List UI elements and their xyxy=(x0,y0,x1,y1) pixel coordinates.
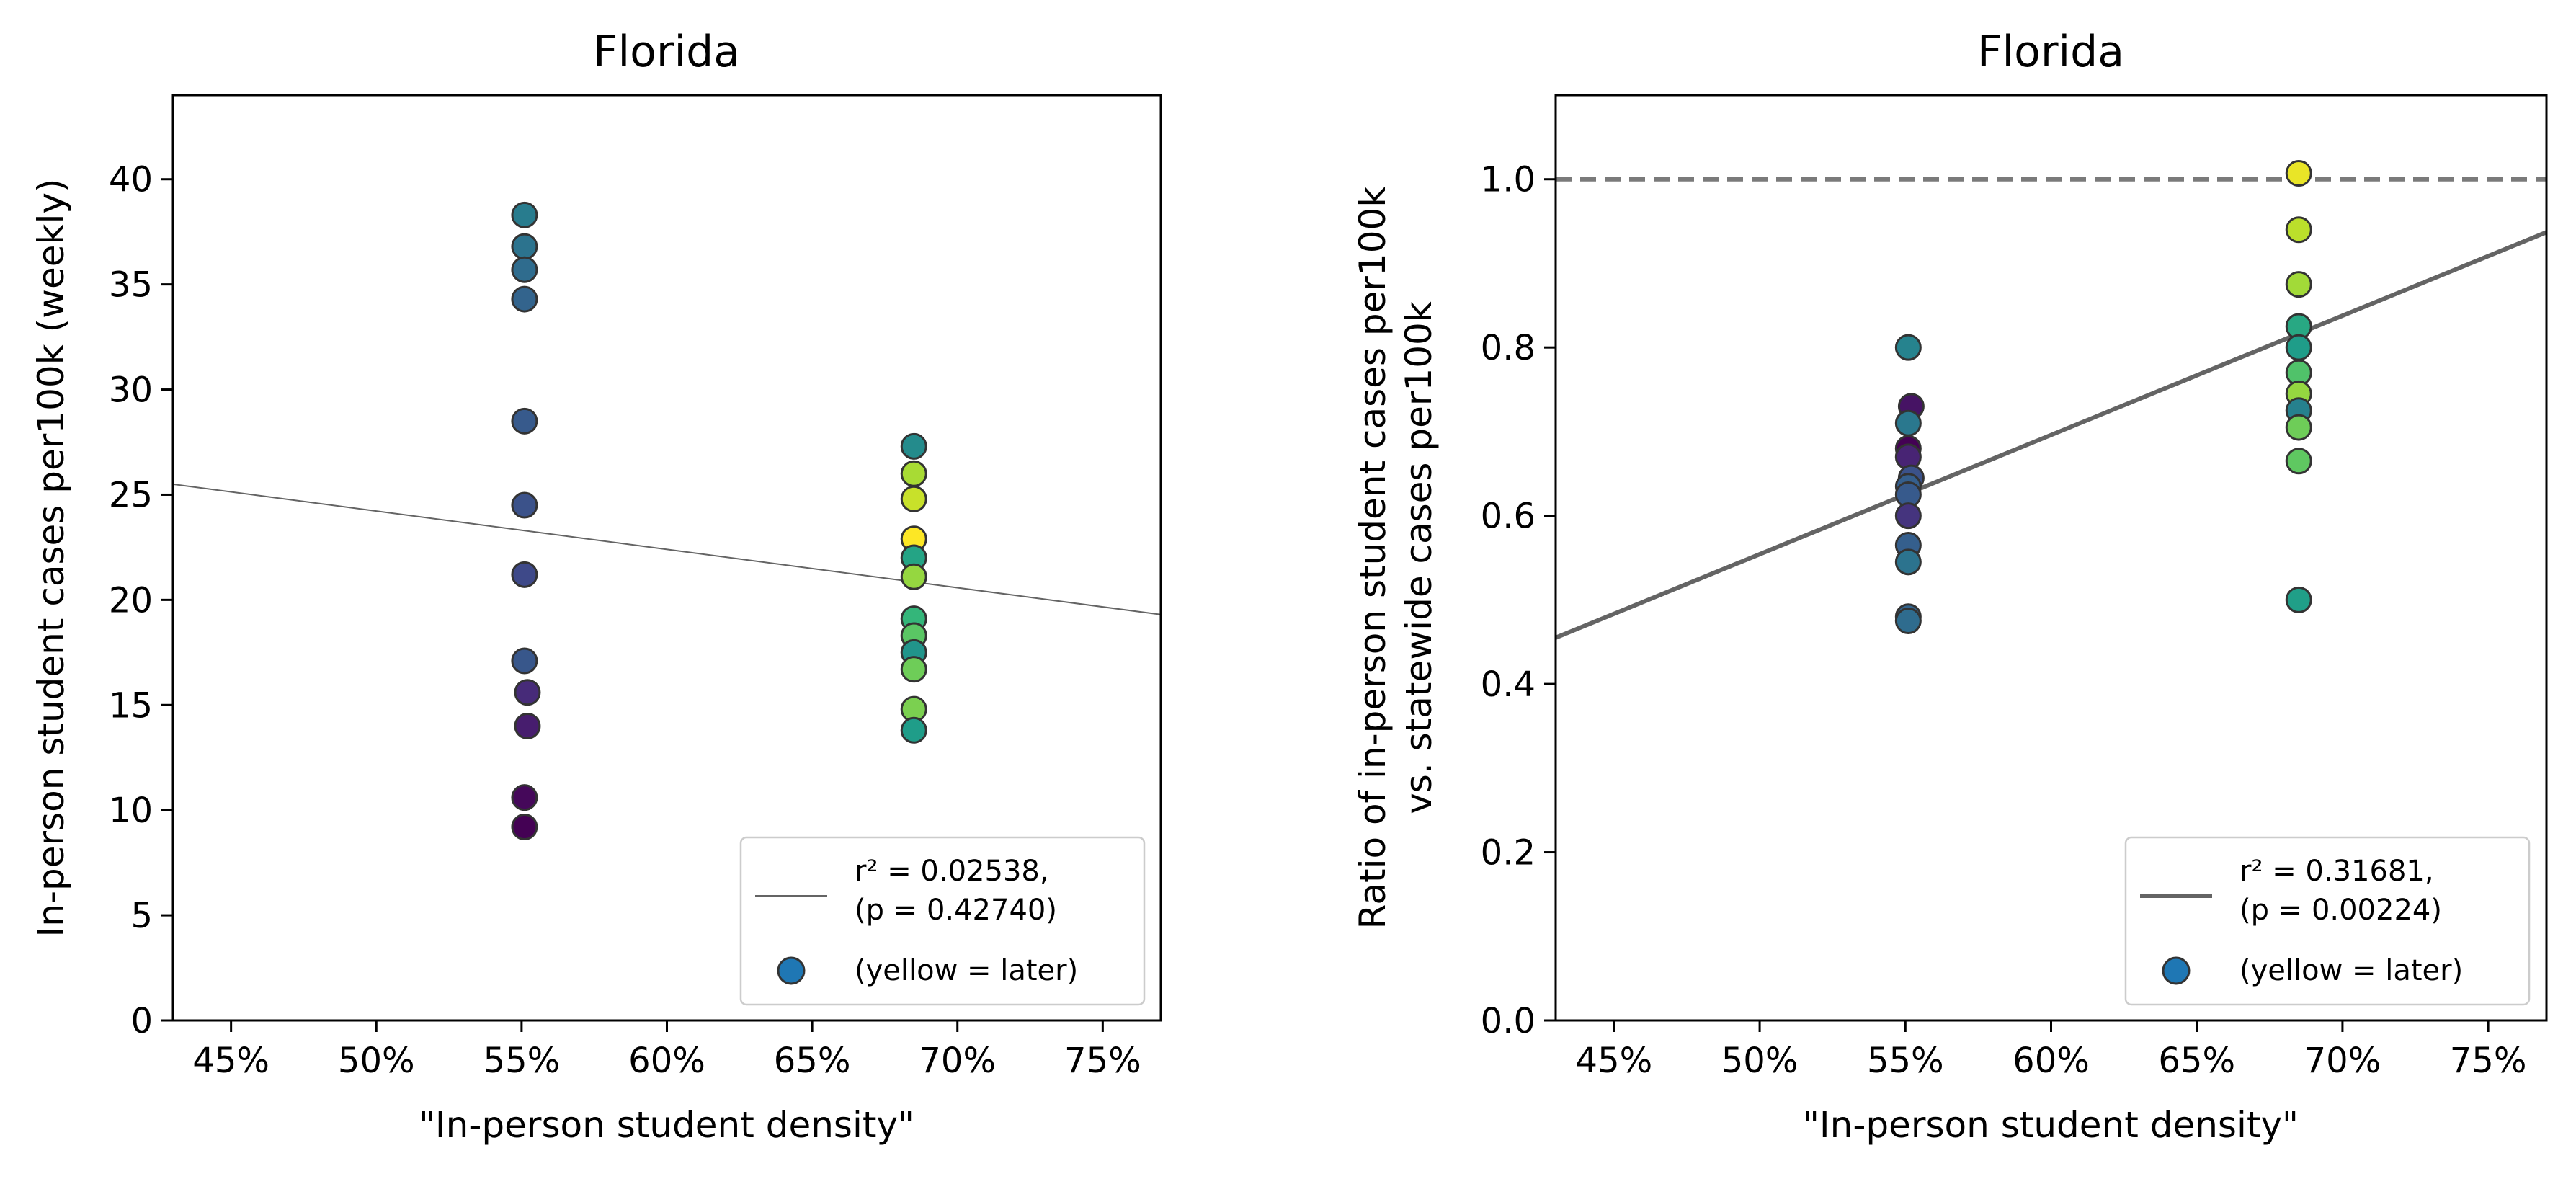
chart-right-title: Florida xyxy=(1977,27,2124,77)
chart-left-plot xyxy=(173,201,1161,841)
chart-left-point-8 xyxy=(514,679,541,706)
chart-right-ytick-label-5: 1.0 xyxy=(1481,160,1536,200)
chart-left-xtick-label-2: 55% xyxy=(483,1041,561,1081)
chart-right-ylabel-line1: Ratio of in-person student cases per100k xyxy=(1352,187,1394,930)
chart-left-point-14 xyxy=(900,485,927,512)
chart-left-ylabel: In-person student cases per100k (weekly) xyxy=(30,179,72,938)
chart-right-legend-line-label-2: (p = 0.00224) xyxy=(2239,894,2442,927)
chart-right-xtick-label-0: 45% xyxy=(1576,1041,1653,1081)
chart-left-xticks: 45% 50% 55% 60% 65% 70% 75% xyxy=(192,1020,1141,1081)
chart-left-point-12 xyxy=(900,432,927,460)
chart-left-title: Florida xyxy=(593,27,740,77)
chart-right-yticks: 0.0 0.2 0.4 0.6 0.8 1.0 xyxy=(1481,160,1556,1041)
chart-left-point-13 xyxy=(900,460,927,487)
chart-left-point-23 xyxy=(900,716,927,744)
chart-left: Florida 45% 50% 55% 60% 65% 70% 75% 0 5 10 15 20 25… xyxy=(30,27,1162,1146)
chart-left-legend-box xyxy=(739,836,1146,1006)
chart-right-legend-box xyxy=(2124,836,2531,1006)
chart-right-legend-marker-label: (yellow = later) xyxy=(2239,954,2463,987)
chart-right-point-15 xyxy=(2285,271,2312,298)
chart-left-point-0 xyxy=(511,201,538,228)
chart-left-legend: r² = 0.02538, (p = 0.42740) (yellow = la… xyxy=(739,836,1146,1006)
chart-left-xtick-label-0: 45% xyxy=(192,1041,269,1081)
chart-right-ylabel-line2: vs. statewide cases per100k xyxy=(1398,301,1440,814)
chart-right-point-2 xyxy=(1894,409,1922,437)
chart-right-point-17 xyxy=(2285,334,2312,361)
chart-right-ytick-label-4: 0.8 xyxy=(1481,328,1536,368)
chart-right-legend-line-label-1: r² = 0.31681, xyxy=(2239,855,2434,888)
chart-left-yticks: 0 5 10 15 20 25 30 35 40 xyxy=(109,160,173,1041)
chart-right-point-0 xyxy=(1894,334,1922,361)
chart-right-xlabel: "In-person student density" xyxy=(1803,1104,2299,1146)
chart-right-xtick-label-3: 60% xyxy=(2013,1041,2090,1081)
chart-right-point-13 xyxy=(2285,160,2312,187)
chart-left-point-9 xyxy=(514,712,541,739)
chart-left-point-1 xyxy=(511,233,538,260)
chart-left-ytick-label-2: 10 xyxy=(109,791,153,831)
chart-left-xtick-label-3: 60% xyxy=(628,1041,705,1081)
chart-right-legend-marker-swatch xyxy=(2162,956,2191,985)
chart-left-xlabel: "In-person student density" xyxy=(419,1104,914,1146)
chart-left-point-4 xyxy=(511,407,538,435)
chart-right-xticks: 45% 50% 55% 60% 65% 70% 75% xyxy=(1576,1020,2527,1081)
chart-right-xtick-label-4: 65% xyxy=(2158,1041,2235,1081)
chart-right-point-14 xyxy=(2285,216,2312,244)
chart-left-point-17 xyxy=(900,563,927,590)
chart-left-point-6 xyxy=(511,561,538,588)
chart-left-point-7 xyxy=(511,647,538,675)
chart-left-xtick-label-6: 75% xyxy=(1064,1041,1141,1081)
chart-right-plot xyxy=(1556,160,2546,640)
chart-left-plot-area xyxy=(173,201,1161,841)
chart-right-fit-line xyxy=(1556,230,2546,640)
chart-left-ytick-label-3: 15 xyxy=(109,685,153,726)
chart-left-ytick-label-7: 35 xyxy=(109,265,153,306)
chart-left-ytick-label-4: 20 xyxy=(109,580,153,620)
chart-right-point-23 xyxy=(2285,586,2312,613)
chart-left-point-3 xyxy=(511,285,538,313)
chart-left-legend-marker-label: (yellow = later) xyxy=(855,954,1078,987)
chart-left-legend-line-label-2: (p = 0.42740) xyxy=(855,894,1057,927)
chart-right-xtick-label-1: 50% xyxy=(1721,1041,1799,1081)
chart-right: Florida 45% 50% 55% 60% 65% 70% 75% 0.00.20.40… xyxy=(1352,27,2548,1146)
chart-right-plot-area xyxy=(1556,160,2546,640)
chart-right-point-10 xyxy=(1894,548,1922,576)
chart-left-point-10 xyxy=(511,784,538,811)
chart-right-legend: r² = 0.31681, (p = 0.00224) (yellow = la… xyxy=(2124,836,2531,1006)
chart-right-ytick-label-0: 0.0 xyxy=(1481,1001,1536,1041)
chart-left-xtick-label-5: 70% xyxy=(919,1041,996,1081)
chart-right-ytick-label-2: 0.4 xyxy=(1481,664,1536,705)
chart-left-point-5 xyxy=(511,491,538,519)
chart-right-point-8 xyxy=(1894,502,1922,530)
chart-left-legend-marker-swatch xyxy=(777,956,806,985)
chart-right-xtick-label-5: 70% xyxy=(2304,1041,2381,1081)
chart-left-legend-line-label-1: r² = 0.02538, xyxy=(855,855,1049,888)
chart-right-ytick-label-3: 0.6 xyxy=(1481,497,1536,537)
chart-right-point-21 xyxy=(2285,414,2312,441)
chart-right-ytick-label-1: 0.2 xyxy=(1481,833,1536,873)
chart-left-ytick-label-1: 5 xyxy=(130,896,153,936)
chart-left-xtick-label-4: 65% xyxy=(774,1041,851,1081)
chart-left-fit-line xyxy=(173,483,1161,615)
chart-right-point-22 xyxy=(2285,448,2312,475)
chart-right-xtick-label-6: 75% xyxy=(2450,1041,2527,1081)
chart-right-point-12 xyxy=(1894,608,1922,635)
chart-left-point-2 xyxy=(511,256,538,283)
chart-left-xtick-label-1: 50% xyxy=(338,1041,415,1081)
chart-left-ytick-label-5: 25 xyxy=(109,475,153,515)
chart-left-point-21 xyxy=(900,656,927,683)
chart-right-xtick-label-2: 55% xyxy=(1867,1041,1944,1081)
chart-left-point-11 xyxy=(511,814,538,841)
chart-left-ytick-label-6: 30 xyxy=(109,370,153,411)
chart-left-ytick-label-0: 0 xyxy=(130,1001,153,1041)
chart-left-ytick-label-8: 40 xyxy=(109,160,153,200)
